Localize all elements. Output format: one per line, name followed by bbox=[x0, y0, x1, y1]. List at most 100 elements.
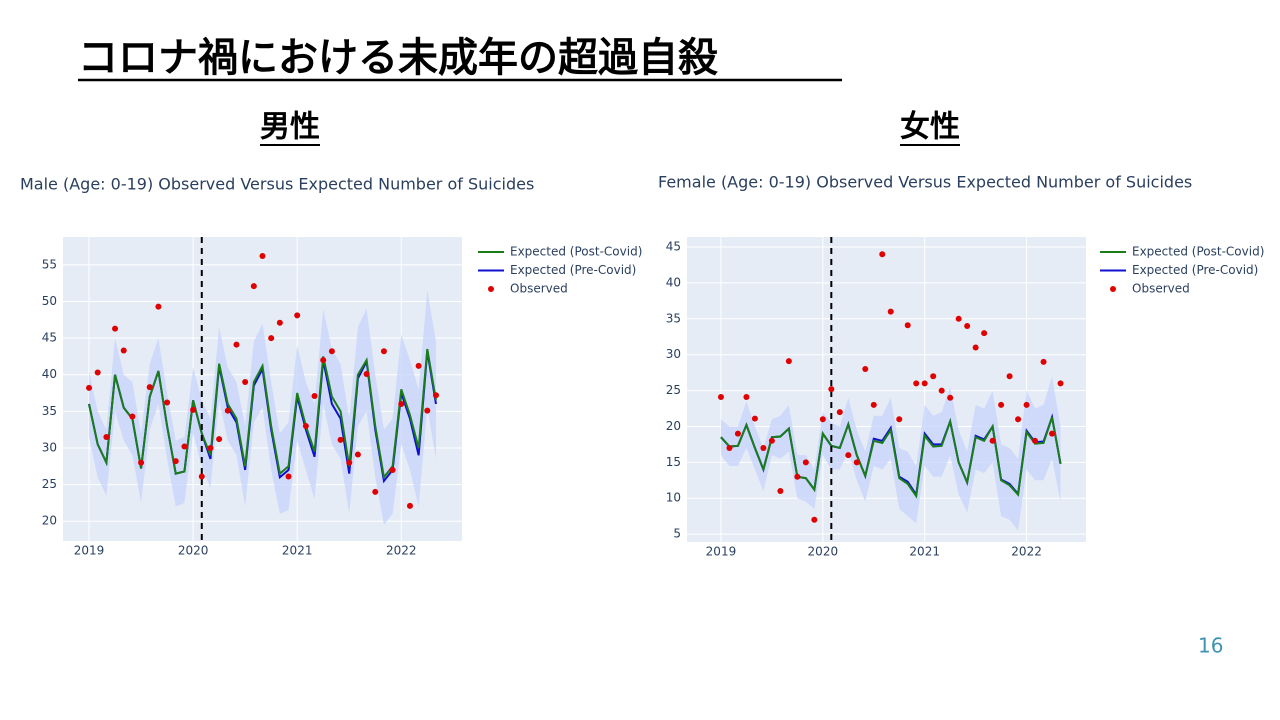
observed-point bbox=[955, 315, 962, 322]
x-tick-label: 2022 bbox=[1011, 545, 1042, 559]
y-tick-label: 40 bbox=[666, 275, 681, 289]
observed-point bbox=[964, 322, 971, 329]
observed-point bbox=[172, 458, 179, 465]
observed-point bbox=[285, 473, 292, 480]
legend-label: Expected (Post-Covid) bbox=[1132, 245, 1264, 259]
y-tick-label: 30 bbox=[42, 440, 57, 454]
observed-point bbox=[337, 436, 344, 443]
observed-point bbox=[259, 253, 266, 260]
observed-point bbox=[190, 406, 197, 413]
observed-point bbox=[155, 303, 162, 310]
observed-point bbox=[363, 370, 370, 377]
y-tick-label: 40 bbox=[42, 367, 57, 381]
observed-point bbox=[181, 443, 188, 450]
observed-point bbox=[250, 283, 257, 290]
observed-point bbox=[1023, 401, 1030, 408]
observed-point bbox=[819, 416, 826, 423]
observed-point bbox=[1049, 430, 1056, 437]
observed-point bbox=[870, 401, 877, 408]
observed-point bbox=[198, 473, 205, 480]
legend-label: Expected (Pre-Covid) bbox=[510, 263, 636, 277]
x-tick-label: 2021 bbox=[282, 544, 313, 558]
observed-point bbox=[1006, 373, 1013, 380]
expected-line bbox=[88, 348, 437, 480]
observed-point bbox=[233, 341, 240, 348]
y-tick-label: 15 bbox=[666, 455, 681, 469]
observed-point bbox=[380, 348, 387, 355]
observed-point bbox=[216, 436, 223, 443]
observed-point bbox=[904, 322, 911, 329]
observed-point bbox=[406, 502, 413, 509]
chart-title: Male (Age: 0-19) Observed Versus Expecte… bbox=[20, 175, 534, 194]
chart-heading: 女性 bbox=[900, 110, 960, 145]
legend-label: Expected (Pre-Covid) bbox=[1132, 263, 1258, 277]
observed-point bbox=[981, 330, 988, 337]
observed-point bbox=[828, 386, 835, 393]
observed-point bbox=[311, 392, 318, 399]
observed-point bbox=[129, 413, 136, 420]
observed-point bbox=[120, 347, 127, 354]
observed-point bbox=[138, 459, 145, 466]
observed-point bbox=[845, 452, 852, 459]
y-tick-label: 25 bbox=[666, 383, 681, 397]
y-tick-label: 45 bbox=[42, 331, 57, 345]
y-tick-label: 35 bbox=[666, 311, 681, 325]
observed-point bbox=[947, 394, 954, 401]
observed-point bbox=[726, 444, 733, 451]
observed-point bbox=[879, 251, 886, 258]
observed-point bbox=[294, 312, 301, 319]
observed-point bbox=[346, 459, 353, 466]
y-tick-label: 35 bbox=[42, 404, 57, 418]
observed-point bbox=[103, 433, 110, 440]
observed-point bbox=[302, 422, 309, 429]
observed-point bbox=[1015, 416, 1022, 423]
observed-point bbox=[896, 416, 903, 423]
observed-point bbox=[354, 451, 361, 458]
legend-swatch bbox=[1110, 286, 1116, 292]
observed-point bbox=[972, 344, 979, 351]
observed-point bbox=[760, 444, 767, 451]
x-tick-label: 2019 bbox=[706, 545, 737, 559]
observed-point bbox=[415, 362, 422, 369]
observed-point bbox=[921, 380, 928, 387]
legend-swatch bbox=[488, 286, 494, 292]
observed-point bbox=[913, 380, 920, 387]
observed-point bbox=[242, 379, 249, 386]
slide-title: コロナ禍における未成年の超過自殺 bbox=[78, 35, 718, 81]
x-tick-label: 2021 bbox=[909, 545, 940, 559]
x-tick-label: 2019 bbox=[74, 544, 105, 558]
observed-point bbox=[836, 409, 843, 416]
legend-label: Observed bbox=[510, 282, 568, 296]
y-tick-label: 45 bbox=[666, 240, 681, 254]
y-tick-label: 5 bbox=[673, 527, 681, 541]
observed-point bbox=[372, 488, 379, 495]
observed-point bbox=[86, 384, 93, 391]
chart-title: Female (Age: 0-19) Observed Versus Expec… bbox=[658, 173, 1192, 192]
observed-point bbox=[989, 437, 996, 444]
observed-point bbox=[743, 394, 750, 401]
observed-point bbox=[207, 444, 214, 451]
observed-point bbox=[794, 473, 801, 480]
observed-point bbox=[1032, 437, 1039, 444]
observed-point bbox=[717, 394, 724, 401]
observed-point bbox=[432, 392, 439, 399]
y-tick-label: 50 bbox=[42, 294, 57, 308]
x-tick-label: 2020 bbox=[178, 544, 209, 558]
observed-point bbox=[734, 430, 741, 437]
observed-point bbox=[853, 459, 860, 466]
observed-point bbox=[1040, 358, 1047, 365]
observed-point bbox=[862, 366, 869, 373]
x-tick-label: 2022 bbox=[386, 544, 417, 558]
observed-point bbox=[424, 407, 431, 414]
chart-heading: 男性 bbox=[260, 110, 320, 145]
observed-point bbox=[802, 459, 809, 466]
observed-point bbox=[751, 415, 758, 422]
observed-point bbox=[777, 488, 784, 495]
observed-point bbox=[811, 516, 818, 523]
observed-point bbox=[320, 357, 327, 364]
observed-point bbox=[1057, 380, 1064, 387]
observed-point bbox=[930, 373, 937, 380]
observed-point bbox=[887, 308, 894, 315]
observed-point bbox=[768, 437, 775, 444]
